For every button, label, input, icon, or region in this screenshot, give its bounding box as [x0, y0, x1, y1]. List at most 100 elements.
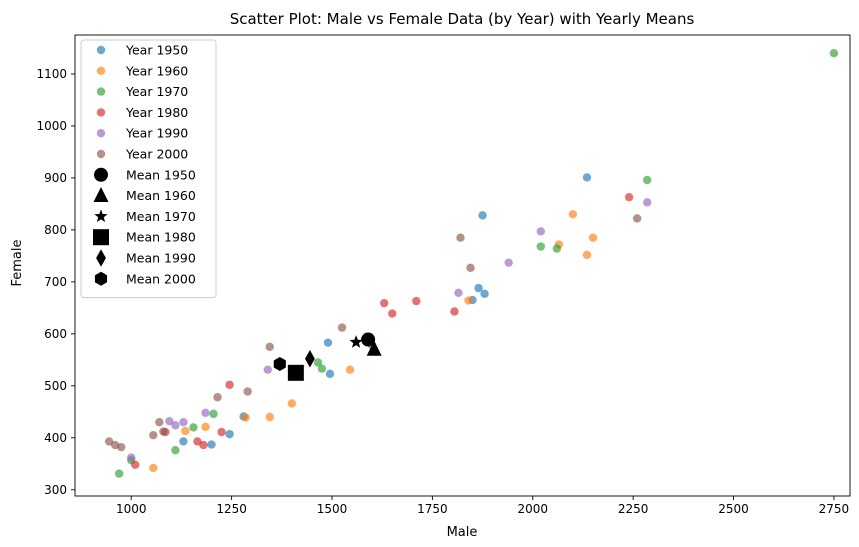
data-point — [829, 48, 839, 58]
plot-frame — [74, 34, 851, 497]
x-tick-label: 1000 — [116, 502, 147, 516]
data-point — [568, 210, 578, 219]
data-point — [241, 413, 250, 422]
legend-label: Year 1970 — [125, 84, 188, 99]
y-axis: 300 400 500 600 700 800 900 1000 1100 — [36, 67, 75, 497]
y-tick-label: 1000 — [36, 119, 67, 133]
x-axis-label: Male — [447, 525, 478, 540]
legend-label: Mean 2000 — [126, 271, 196, 286]
y-tick-label: 700 — [44, 275, 67, 289]
y-tick-label: 400 — [44, 431, 67, 445]
legend-label: Year 1980 — [125, 105, 188, 120]
legend-diamond-icon — [96, 249, 106, 267]
legend-swatch — [96, 108, 106, 117]
y-tick-label: 300 — [44, 483, 67, 497]
data-point — [225, 429, 234, 439]
data-point — [265, 412, 274, 422]
data-point — [217, 427, 226, 437]
legend-label: Year 2000 — [125, 147, 188, 162]
data-point — [209, 409, 218, 419]
data-point — [155, 418, 164, 427]
data-point — [388, 309, 397, 318]
plot-area — [74, 34, 851, 497]
legend-circle-icon — [94, 167, 108, 182]
legend-triangle-icon — [93, 186, 109, 202]
data-point — [624, 192, 634, 202]
data-point — [131, 460, 140, 470]
data-point — [582, 173, 592, 182]
series-year-2000 — [104, 214, 642, 452]
legend-hexagon-icon — [94, 271, 108, 286]
data-point — [466, 263, 475, 273]
data-point — [412, 296, 421, 306]
legend-label: Year 1950 — [125, 43, 188, 58]
data-point — [201, 422, 210, 432]
data-point — [450, 307, 459, 316]
legend-box — [80, 39, 217, 299]
data-point — [536, 242, 545, 251]
y-tick-label: 800 — [44, 223, 67, 237]
data-point — [263, 365, 272, 374]
mean-1950-marker — [361, 332, 376, 347]
data-point — [201, 408, 210, 418]
data-point — [643, 175, 652, 185]
y-tick-label: 600 — [44, 327, 67, 341]
data-point — [478, 211, 487, 220]
legend-swatch — [96, 149, 106, 159]
data-point — [193, 437, 202, 446]
data-point — [504, 258, 513, 267]
legend-label: Mean 1970 — [126, 209, 196, 224]
data-point — [313, 358, 323, 367]
data-point — [213, 393, 222, 402]
y-tick-label: 1100 — [36, 67, 67, 81]
data-point — [380, 298, 389, 308]
data-point — [643, 198, 652, 207]
legend-label: Mean 1960 — [126, 188, 196, 203]
data-point — [171, 421, 180, 430]
legend-label: Mean 1980 — [126, 230, 196, 245]
legend-swatch — [96, 129, 106, 138]
mean-1960-marker — [366, 340, 382, 356]
legend: Year 1950 Year 1960 Year 1970 Year 1980 Year… — [80, 39, 217, 299]
legend-swatch — [96, 45, 106, 55]
legend-star-icon — [94, 209, 108, 223]
x-tick-label: 1250 — [216, 502, 247, 516]
data-point — [582, 250, 592, 260]
data-point — [337, 323, 347, 332]
legend-square-icon — [93, 229, 109, 246]
y-tick-label: 900 — [44, 171, 67, 185]
data-point — [165, 416, 174, 426]
series-year-1960 — [149, 210, 598, 473]
x-axis: 1000 1250 1500 1750 2000 2250 2500 2750 — [116, 496, 849, 516]
data-point — [181, 426, 190, 436]
y-axis-label: Female — [10, 239, 25, 286]
data-point — [632, 214, 642, 223]
chart-title: Scatter Plot: Male vs Female Data (by Ye… — [230, 10, 695, 28]
data-point — [480, 289, 489, 299]
data-point — [456, 233, 465, 242]
legend-label: Mean 1990 — [126, 251, 196, 266]
legend-label: Year 1990 — [125, 126, 188, 141]
data-point — [552, 244, 562, 253]
legend-label: Year 1960 — [125, 63, 188, 78]
data-point — [317, 364, 327, 373]
x-tick-label: 2750 — [819, 502, 850, 516]
data-point — [179, 418, 188, 427]
data-point — [454, 288, 463, 297]
data-point — [325, 369, 335, 379]
y-tick-label: 500 — [44, 379, 67, 393]
x-tick-label: 1750 — [417, 502, 448, 516]
x-tick-label: 2250 — [618, 502, 649, 516]
data-point — [149, 463, 158, 473]
data-point — [116, 442, 126, 452]
mean-1970-marker — [349, 335, 363, 348]
x-tick-label: 2000 — [517, 502, 548, 516]
data-point — [114, 469, 124, 478]
data-point — [104, 437, 114, 446]
data-point — [588, 233, 598, 242]
data-point — [199, 440, 208, 450]
mean-1980-marker — [287, 364, 304, 381]
data-point — [323, 338, 333, 347]
legend-swatch — [96, 87, 106, 96]
